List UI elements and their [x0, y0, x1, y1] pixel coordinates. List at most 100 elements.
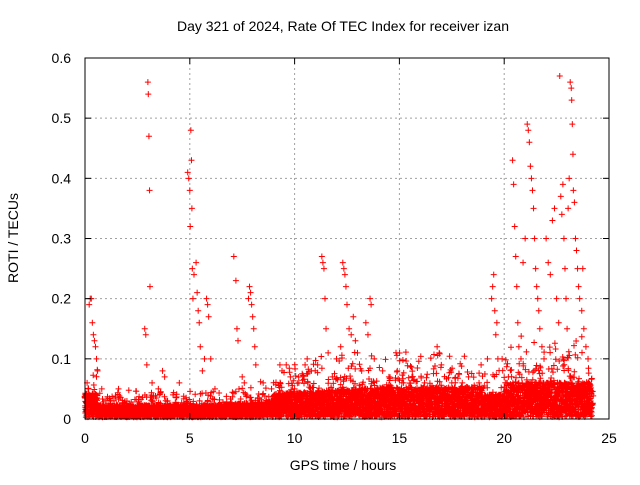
data-point	[98, 385, 105, 392]
data-point	[385, 373, 392, 380]
data-point	[529, 187, 536, 194]
data-point	[197, 343, 204, 350]
data-point	[170, 391, 177, 398]
data-point	[545, 259, 552, 266]
data-point	[549, 217, 556, 224]
data-point	[371, 355, 378, 362]
data-point	[448, 379, 455, 386]
data-point	[354, 349, 361, 356]
data-point	[513, 283, 520, 290]
data-point	[85, 385, 92, 392]
data-point	[490, 271, 497, 278]
data-point	[342, 283, 349, 290]
data-point	[438, 361, 445, 368]
data-point	[196, 319, 203, 326]
data-point	[145, 91, 152, 98]
scatter-points	[84, 73, 592, 404]
data-point	[400, 379, 407, 386]
data-point	[248, 301, 255, 308]
data-point	[505, 373, 512, 380]
data-point	[421, 379, 428, 386]
data-point	[476, 379, 483, 386]
data-point	[394, 367, 401, 374]
data-point	[362, 319, 369, 326]
data-point	[188, 157, 195, 164]
data-point	[551, 205, 558, 212]
data-point	[339, 259, 346, 266]
data-point	[379, 367, 386, 374]
data-point	[493, 319, 500, 326]
x-tick-label: 10	[287, 430, 303, 446]
data-point	[348, 331, 355, 338]
data-point	[239, 373, 246, 380]
data-point	[188, 205, 195, 212]
data-point	[510, 181, 517, 188]
y-tick-label: 0.4	[52, 170, 72, 186]
data-point	[159, 367, 166, 374]
data-point	[250, 325, 257, 332]
data-point	[499, 355, 506, 362]
data-point	[321, 295, 328, 302]
data-point	[543, 235, 550, 242]
data-point	[555, 319, 562, 326]
data-point	[189, 295, 196, 302]
data-point	[144, 79, 151, 86]
x-tick-label: 20	[496, 430, 512, 446]
data-point	[107, 397, 114, 404]
data-point	[246, 283, 253, 290]
data-point	[146, 283, 153, 290]
data-point	[320, 265, 327, 272]
data-point	[337, 343, 344, 350]
grid-lines	[85, 58, 609, 419]
data-point	[527, 163, 534, 170]
data-point	[90, 331, 97, 338]
data-point	[538, 343, 545, 350]
data-point	[252, 361, 259, 368]
data-point	[578, 307, 585, 314]
data-point	[149, 379, 156, 386]
data-point	[536, 325, 543, 332]
data-point	[304, 355, 311, 362]
data-point	[532, 265, 539, 272]
x-tick-label: 15	[392, 430, 408, 446]
data-point	[287, 373, 294, 380]
data-point	[568, 97, 575, 104]
data-point	[569, 151, 576, 158]
y-tick-label: 0.1	[52, 351, 72, 367]
data-point	[201, 355, 208, 362]
data-point	[517, 355, 524, 362]
data-point	[525, 127, 532, 134]
x-tick-label: 25	[601, 430, 617, 446]
data-point	[561, 265, 568, 272]
data-point	[570, 187, 577, 194]
data-point	[579, 265, 586, 272]
data-point	[556, 73, 563, 80]
data-point	[143, 361, 150, 368]
data-point	[526, 139, 533, 146]
data-point	[553, 295, 560, 302]
data-point	[350, 313, 357, 320]
chart-title: Day 321 of 2024, Rate Of TEC Index for r…	[177, 18, 509, 34]
data-point	[344, 301, 350, 308]
data-point	[207, 355, 214, 362]
x-tick-label: 5	[186, 430, 194, 446]
data-point	[520, 259, 527, 266]
data-point	[93, 355, 100, 362]
data-point	[522, 235, 529, 242]
data-point	[571, 199, 578, 206]
data-point	[145, 133, 152, 140]
data-point	[541, 355, 548, 362]
data-point	[314, 361, 321, 368]
data-point	[123, 397, 130, 404]
data-point	[557, 193, 564, 200]
data-point	[142, 331, 149, 338]
data-point	[279, 367, 286, 374]
data-point	[146, 187, 153, 194]
data-point	[318, 253, 325, 260]
data-point	[488, 295, 495, 302]
data-point	[489, 283, 496, 290]
data-point	[203, 295, 210, 302]
data-point	[302, 361, 309, 368]
data-point	[205, 313, 212, 320]
